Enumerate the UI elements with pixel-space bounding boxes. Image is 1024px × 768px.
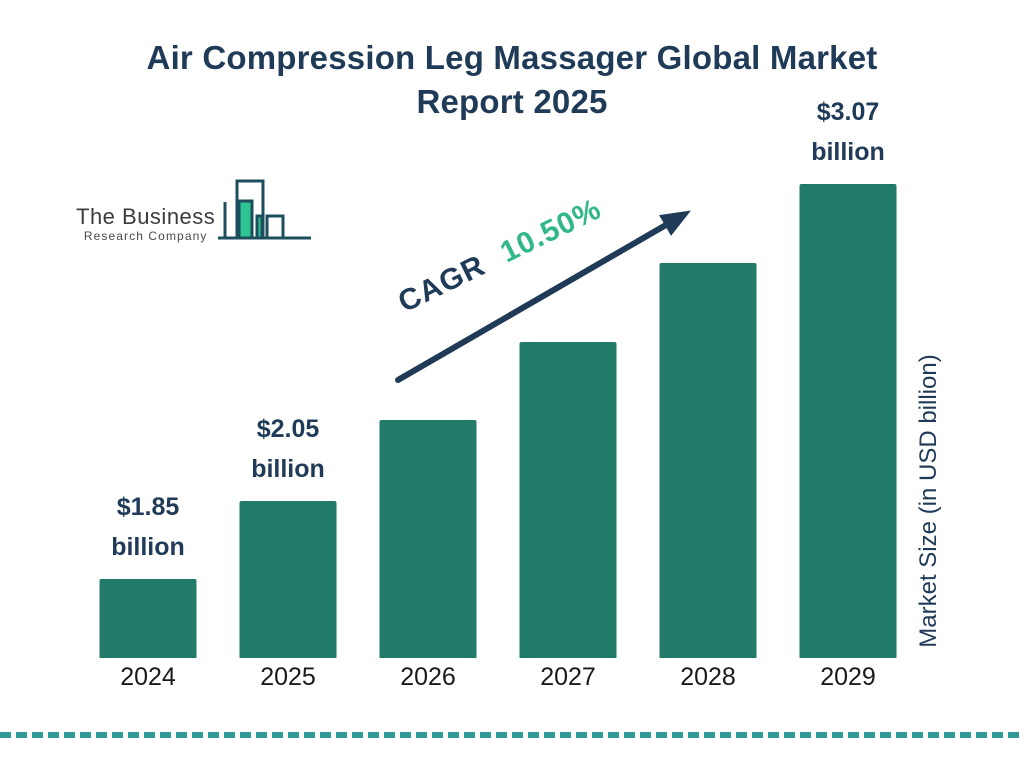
trend-arrow xyxy=(388,198,710,395)
bar-2025 xyxy=(239,501,337,658)
year-label-2026: 2026 xyxy=(400,663,456,691)
bar-group-2025: $2.05 billion xyxy=(218,0,358,658)
bar-2026 xyxy=(379,420,477,658)
year-label-2025: 2025 xyxy=(260,663,316,691)
value-label-2024: $1.85 billion xyxy=(111,493,185,561)
x-axis-labels: 2024 2025 2026 2027 2028 2029 xyxy=(78,663,918,692)
year-label-2029: 2029 xyxy=(820,663,876,691)
value-label-2029: $3.07 billion xyxy=(811,98,885,166)
year-label-2027: 2027 xyxy=(540,663,596,691)
logo-company-name: The Business xyxy=(76,204,216,229)
page-title: Air Compression Leg Massager Global Mark… xyxy=(0,36,1024,124)
bar-group-2027 xyxy=(498,0,638,658)
logo-text: The Business Research Company xyxy=(76,204,215,243)
bottom-dashed-divider xyxy=(0,732,1024,738)
page-title-line2: Report 2025 xyxy=(416,82,608,120)
y-axis-label: Market Size (in USD billion) xyxy=(915,354,942,648)
bar-chart: $1.85 billion $2.05 billion $3.07 billion xyxy=(78,0,918,658)
bar-2028 xyxy=(659,263,757,658)
bar-2029 xyxy=(799,184,897,658)
bar-2024 xyxy=(99,579,197,658)
brand-bars-icon xyxy=(217,178,313,247)
bar-group-2029: $3.07 billion xyxy=(778,0,918,658)
page-title-line1: Air Compression Leg Massager Global Mark… xyxy=(146,39,878,76)
bar-group-2024: $1.85 billion xyxy=(78,0,218,658)
year-label-2024: 2024 xyxy=(120,663,176,691)
bar-group-2026 xyxy=(358,0,498,658)
bar-2027 xyxy=(519,342,617,658)
logo-company-subname: Research Company xyxy=(83,229,208,243)
value-label-2025: $2.05 billion xyxy=(251,415,325,483)
year-label-2028: 2028 xyxy=(680,663,736,691)
bar-group-2028 xyxy=(638,0,778,658)
logo: The Business Research Company xyxy=(76,178,313,247)
